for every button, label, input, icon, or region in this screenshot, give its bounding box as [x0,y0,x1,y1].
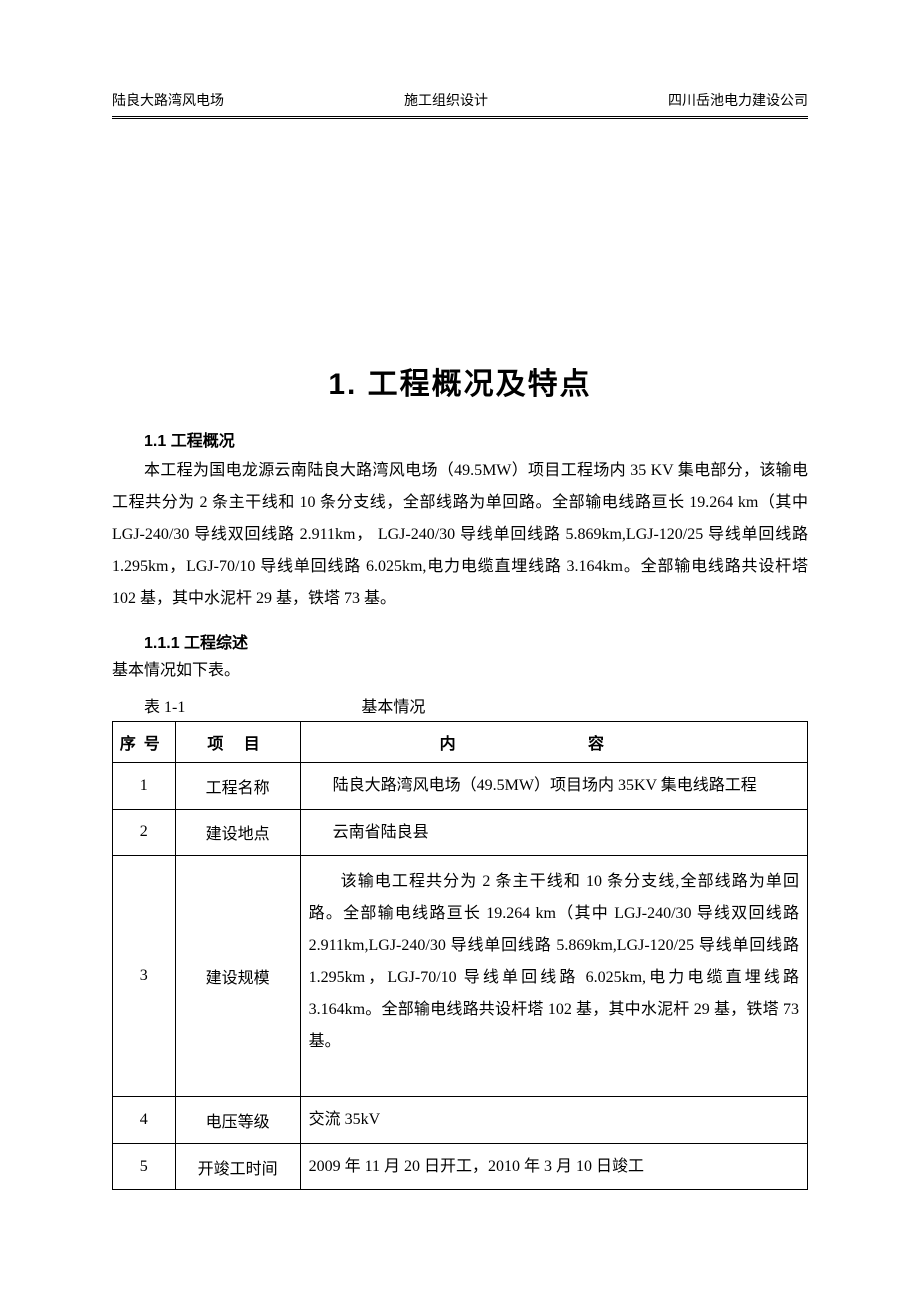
section-1-1-1-heading: 1.1.1 工程综述 [112,629,808,653]
table-row: 1工程名称陆良大路湾风电场（49.5MW）项目场内 35KV 集电线路工程 [113,763,808,810]
table-caption: 基本情况 [361,693,425,717]
cell-seq: 1 [113,763,176,810]
chapter-title: 1. 工程概况及特点 [112,359,808,403]
table-row: 5开竣工时间2009 年 11 月 20 日开工，2010 年 3 月 10 日… [113,1143,808,1190]
cell-seq: 3 [113,856,176,1097]
cell-seq: 5 [113,1143,176,1190]
table-row: 2建设地点云南省陆良县 [113,809,808,856]
cell-item: 电压等级 [175,1097,300,1144]
table-row: 3建设规模该输电工程共分为 2 条主干线和 10 条分支线,全部线路为单回路。全… [113,856,808,1097]
col-item-header: 项 目 [175,722,300,763]
header-rule [112,118,808,119]
cell-content: 陆良大路湾风电场（49.5MW）项目场内 35KV 集电线路工程 [300,763,807,810]
table-row: 4电压等级交流 35kV [113,1097,808,1144]
table-caption-row: 表 1-1 基本情况 [112,693,808,717]
cell-item: 建设地点 [175,809,300,856]
table-label: 表 1-1 [144,693,185,717]
table-header-row: 序号 项 目 内 容 [113,722,808,763]
col-seq-header: 序号 [113,722,176,763]
cell-item: 工程名称 [175,763,300,810]
cell-content: 2009 年 11 月 20 日开工，2010 年 3 月 10 日竣工 [300,1143,807,1190]
table-body: 1工程名称陆良大路湾风电场（49.5MW）项目场内 35KV 集电线路工程2建设… [113,763,808,1190]
page-container: 陆良大路湾风电场 施工组织设计 四川岳池电力建设公司 1. 工程概况及特点 1.… [0,0,920,1250]
section-1-1-heading: 1.1 工程概况 [112,427,808,451]
page-header: 陆良大路湾风电场 施工组织设计 四川岳池电力建设公司 [112,90,808,117]
cell-content: 交流 35kV [300,1097,807,1144]
header-center: 施工组织设计 [404,90,488,110]
header-right: 四川岳池电力建设公司 [668,90,808,110]
cell-seq: 2 [113,809,176,856]
col-content-header: 内 容 [300,722,807,763]
cell-item: 建设规模 [175,856,300,1097]
basic-info-table: 序号 项 目 内 容 1工程名称陆良大路湾风电场（49.5MW）项目场内 35K… [112,721,808,1190]
cell-seq: 4 [113,1097,176,1144]
section-1-1-1-intro: 基本情况如下表。 [112,655,808,687]
section-1-1-body: 本工程为国电龙源云南陆良大路湾风电场（49.5MW）项目工程场内 35 KV 集… [112,455,808,615]
header-left: 陆良大路湾风电场 [112,90,224,110]
cell-item: 开竣工时间 [175,1143,300,1190]
cell-content: 该输电工程共分为 2 条主干线和 10 条分支线,全部线路为单回路。全部输电线路… [300,856,807,1097]
cell-content: 云南省陆良县 [300,809,807,856]
